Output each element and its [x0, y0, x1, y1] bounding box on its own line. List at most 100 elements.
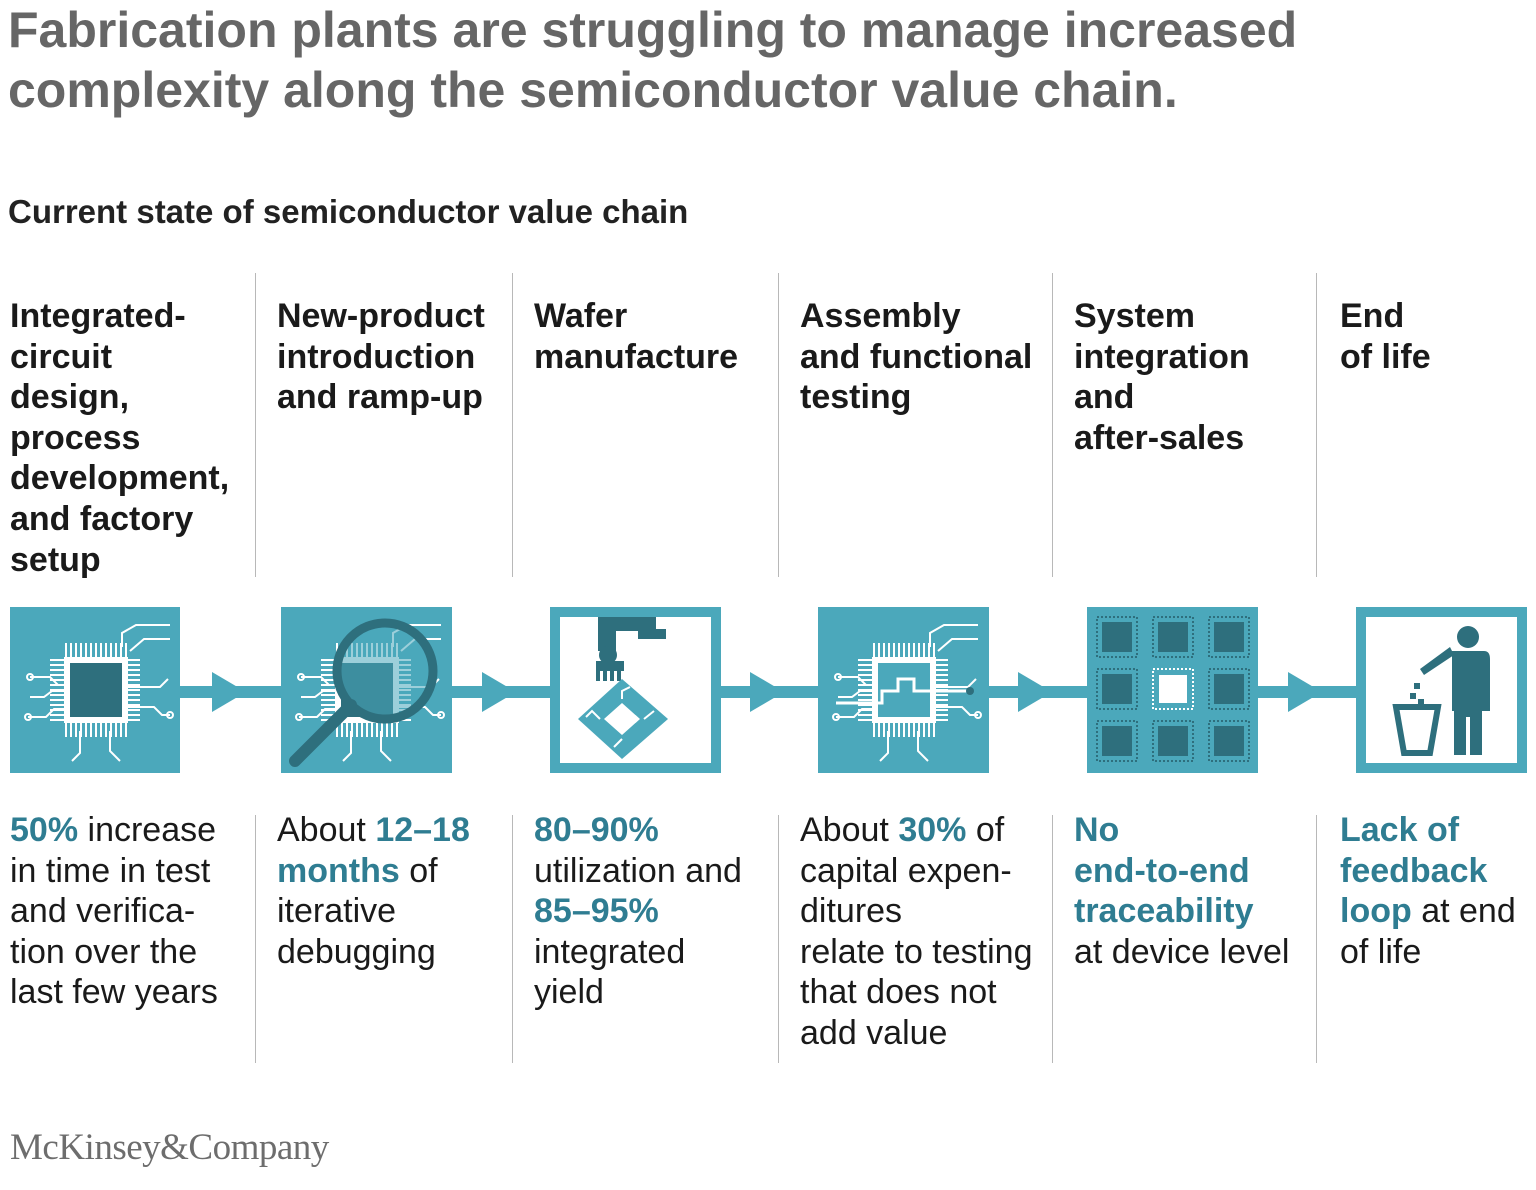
stage-desc-line: debugging — [277, 932, 470, 973]
highlight-text: 85–95% — [534, 892, 659, 931]
stage-title-eol: End of life — [1340, 296, 1431, 377]
page-title: Fabrication plants are struggling to man… — [8, 0, 1508, 120]
stage-title-assembly: Assembly and functional testing — [800, 296, 1032, 418]
stage-title-system: System integration and after-sales — [1074, 296, 1250, 458]
stage-desc-line: months of — [277, 851, 470, 892]
desc-text: ditures — [800, 892, 903, 931]
stage-desc-eol: Lack of feedback loop at end of life — [1340, 810, 1516, 972]
title-line-2: complexity along the semiconductor value… — [8, 62, 1178, 118]
stage-title-line: introduction — [277, 337, 476, 376]
flow-arrow-icon — [482, 672, 516, 712]
stage-title-line: testing — [800, 378, 912, 417]
stage-title-line: process — [10, 418, 141, 457]
brand-logo: McKinsey&Company — [10, 1127, 329, 1168]
stage-desc-line: About 12–18 — [277, 810, 470, 851]
stage-desc-line: utilization and — [534, 851, 742, 892]
stage-desc-assembly: About 30% of capital expen-ditures relate … — [800, 810, 1032, 1054]
stage-desc-line: add value — [800, 1013, 1032, 1054]
desc-text: iterative — [277, 892, 397, 931]
column-divider — [255, 815, 256, 1063]
stage-title-wafer: Wafer manufacture — [534, 296, 738, 377]
stage-title-line: and factory — [10, 499, 194, 538]
stage-desc-line: that does not — [800, 972, 1032, 1013]
stage-desc-line: integrated — [534, 932, 742, 973]
stage-desc-line: end-to-end — [1074, 851, 1289, 892]
highlight-text: months — [277, 851, 400, 890]
stage-desc-line: ditures — [800, 891, 1032, 932]
desc-text: of life — [1340, 932, 1422, 971]
stage-title-line: design, — [10, 378, 130, 417]
stage-desc-line: yield — [534, 972, 742, 1013]
stage-desc-line: feedback — [1340, 851, 1516, 892]
stage-title-line: Integrated- — [10, 297, 186, 335]
highlight-text: No — [1074, 811, 1120, 849]
stage-desc-line: last few years — [10, 972, 218, 1013]
desc-text: About — [800, 811, 899, 849]
stage-desc-line: capital expen- — [800, 851, 1032, 892]
stage-title-line: circuit — [10, 337, 113, 376]
highlight-text: feedback — [1340, 851, 1488, 890]
stage-desc-line: About 30% of — [800, 810, 1032, 851]
stage-title-design: Integrated-circuit design, process developm… — [10, 296, 229, 580]
stage-title-line: integration — [1074, 337, 1250, 376]
desc-text: debugging — [277, 932, 436, 971]
stage-desc-line: 85–95% — [534, 891, 742, 932]
stage-title-npi: New-product introduction and ramp-up — [277, 296, 485, 418]
highlight-text: loop — [1340, 892, 1412, 931]
flow-arrow-icon — [1018, 672, 1052, 712]
highlight-text: traceability — [1074, 892, 1254, 931]
desc-text: relate to testing — [800, 932, 1033, 971]
magnifier-chip-icon — [281, 607, 452, 773]
stage-title-line: Assembly — [800, 297, 961, 335]
value-chain-flow — [10, 607, 1527, 773]
column-divider — [512, 815, 513, 1063]
chip-icon — [10, 607, 180, 773]
trash-person-icon — [1356, 607, 1527, 773]
desc-text: at end — [1411, 892, 1516, 931]
column-divider — [778, 273, 779, 577]
column-divider — [1316, 273, 1317, 577]
stage-desc-line: tion over the — [10, 932, 218, 973]
stage-desc-npi: About 12–18 months of iterative debugging — [277, 810, 470, 972]
highlight-text: 50% — [10, 811, 79, 849]
highlight-text: 80–90% — [534, 811, 659, 849]
stage-desc-line: 80–90% — [534, 810, 742, 851]
stage-desc-line: Lack of — [1340, 810, 1516, 851]
title-line-1: Fabrication plants are struggling to man… — [8, 2, 1298, 58]
stage-title-line: End — [1340, 297, 1405, 335]
desc-text: and verifica- — [10, 892, 196, 931]
stage-title-line: System — [1074, 297, 1195, 335]
stage-desc-line: loop at end — [1340, 891, 1516, 932]
stage-title-line: of life — [1340, 337, 1431, 376]
stage-desc-line: No — [1074, 810, 1289, 851]
flow-arrow-icon — [1288, 672, 1322, 712]
desc-text: of — [966, 811, 1005, 849]
stage-desc-line: at device level — [1074, 932, 1289, 973]
desc-text: utilization and — [534, 851, 742, 890]
desc-text: yield — [534, 973, 604, 1012]
stage-desc-line: traceability — [1074, 891, 1289, 932]
stage-title-line: and ramp-up — [277, 378, 483, 417]
stage-title-line: Wafer — [534, 297, 628, 335]
flow-arrow-icon — [750, 672, 784, 712]
stage-desc-line: and verifica- — [10, 891, 218, 932]
stage-title-line: after-sales — [1074, 418, 1245, 457]
highlight-text: 30% — [898, 811, 967, 849]
stage-title-line: development, — [10, 459, 230, 498]
desc-text: in time in test — [10, 851, 211, 890]
flow-arrow-icon — [212, 672, 246, 712]
stage-title-line: and — [1074, 378, 1135, 417]
stage-desc-design: 50% increase in time in test and verifica-… — [10, 810, 218, 1013]
column-divider — [1316, 815, 1317, 1063]
desc-text: About — [277, 811, 376, 849]
desc-text: add value — [800, 1013, 948, 1052]
stage-desc-line: in time in test — [10, 851, 218, 892]
highlight-text: 12–18 — [375, 811, 470, 849]
desc-text: that does not — [800, 973, 997, 1012]
desc-text: integrated — [534, 932, 686, 971]
stage-desc-line: iterative — [277, 891, 470, 932]
highlight-text: end-to-end — [1074, 851, 1250, 890]
stage-title-line: setup — [10, 540, 101, 579]
column-divider — [512, 273, 513, 577]
stage-title-line: manufacture — [534, 337, 739, 376]
